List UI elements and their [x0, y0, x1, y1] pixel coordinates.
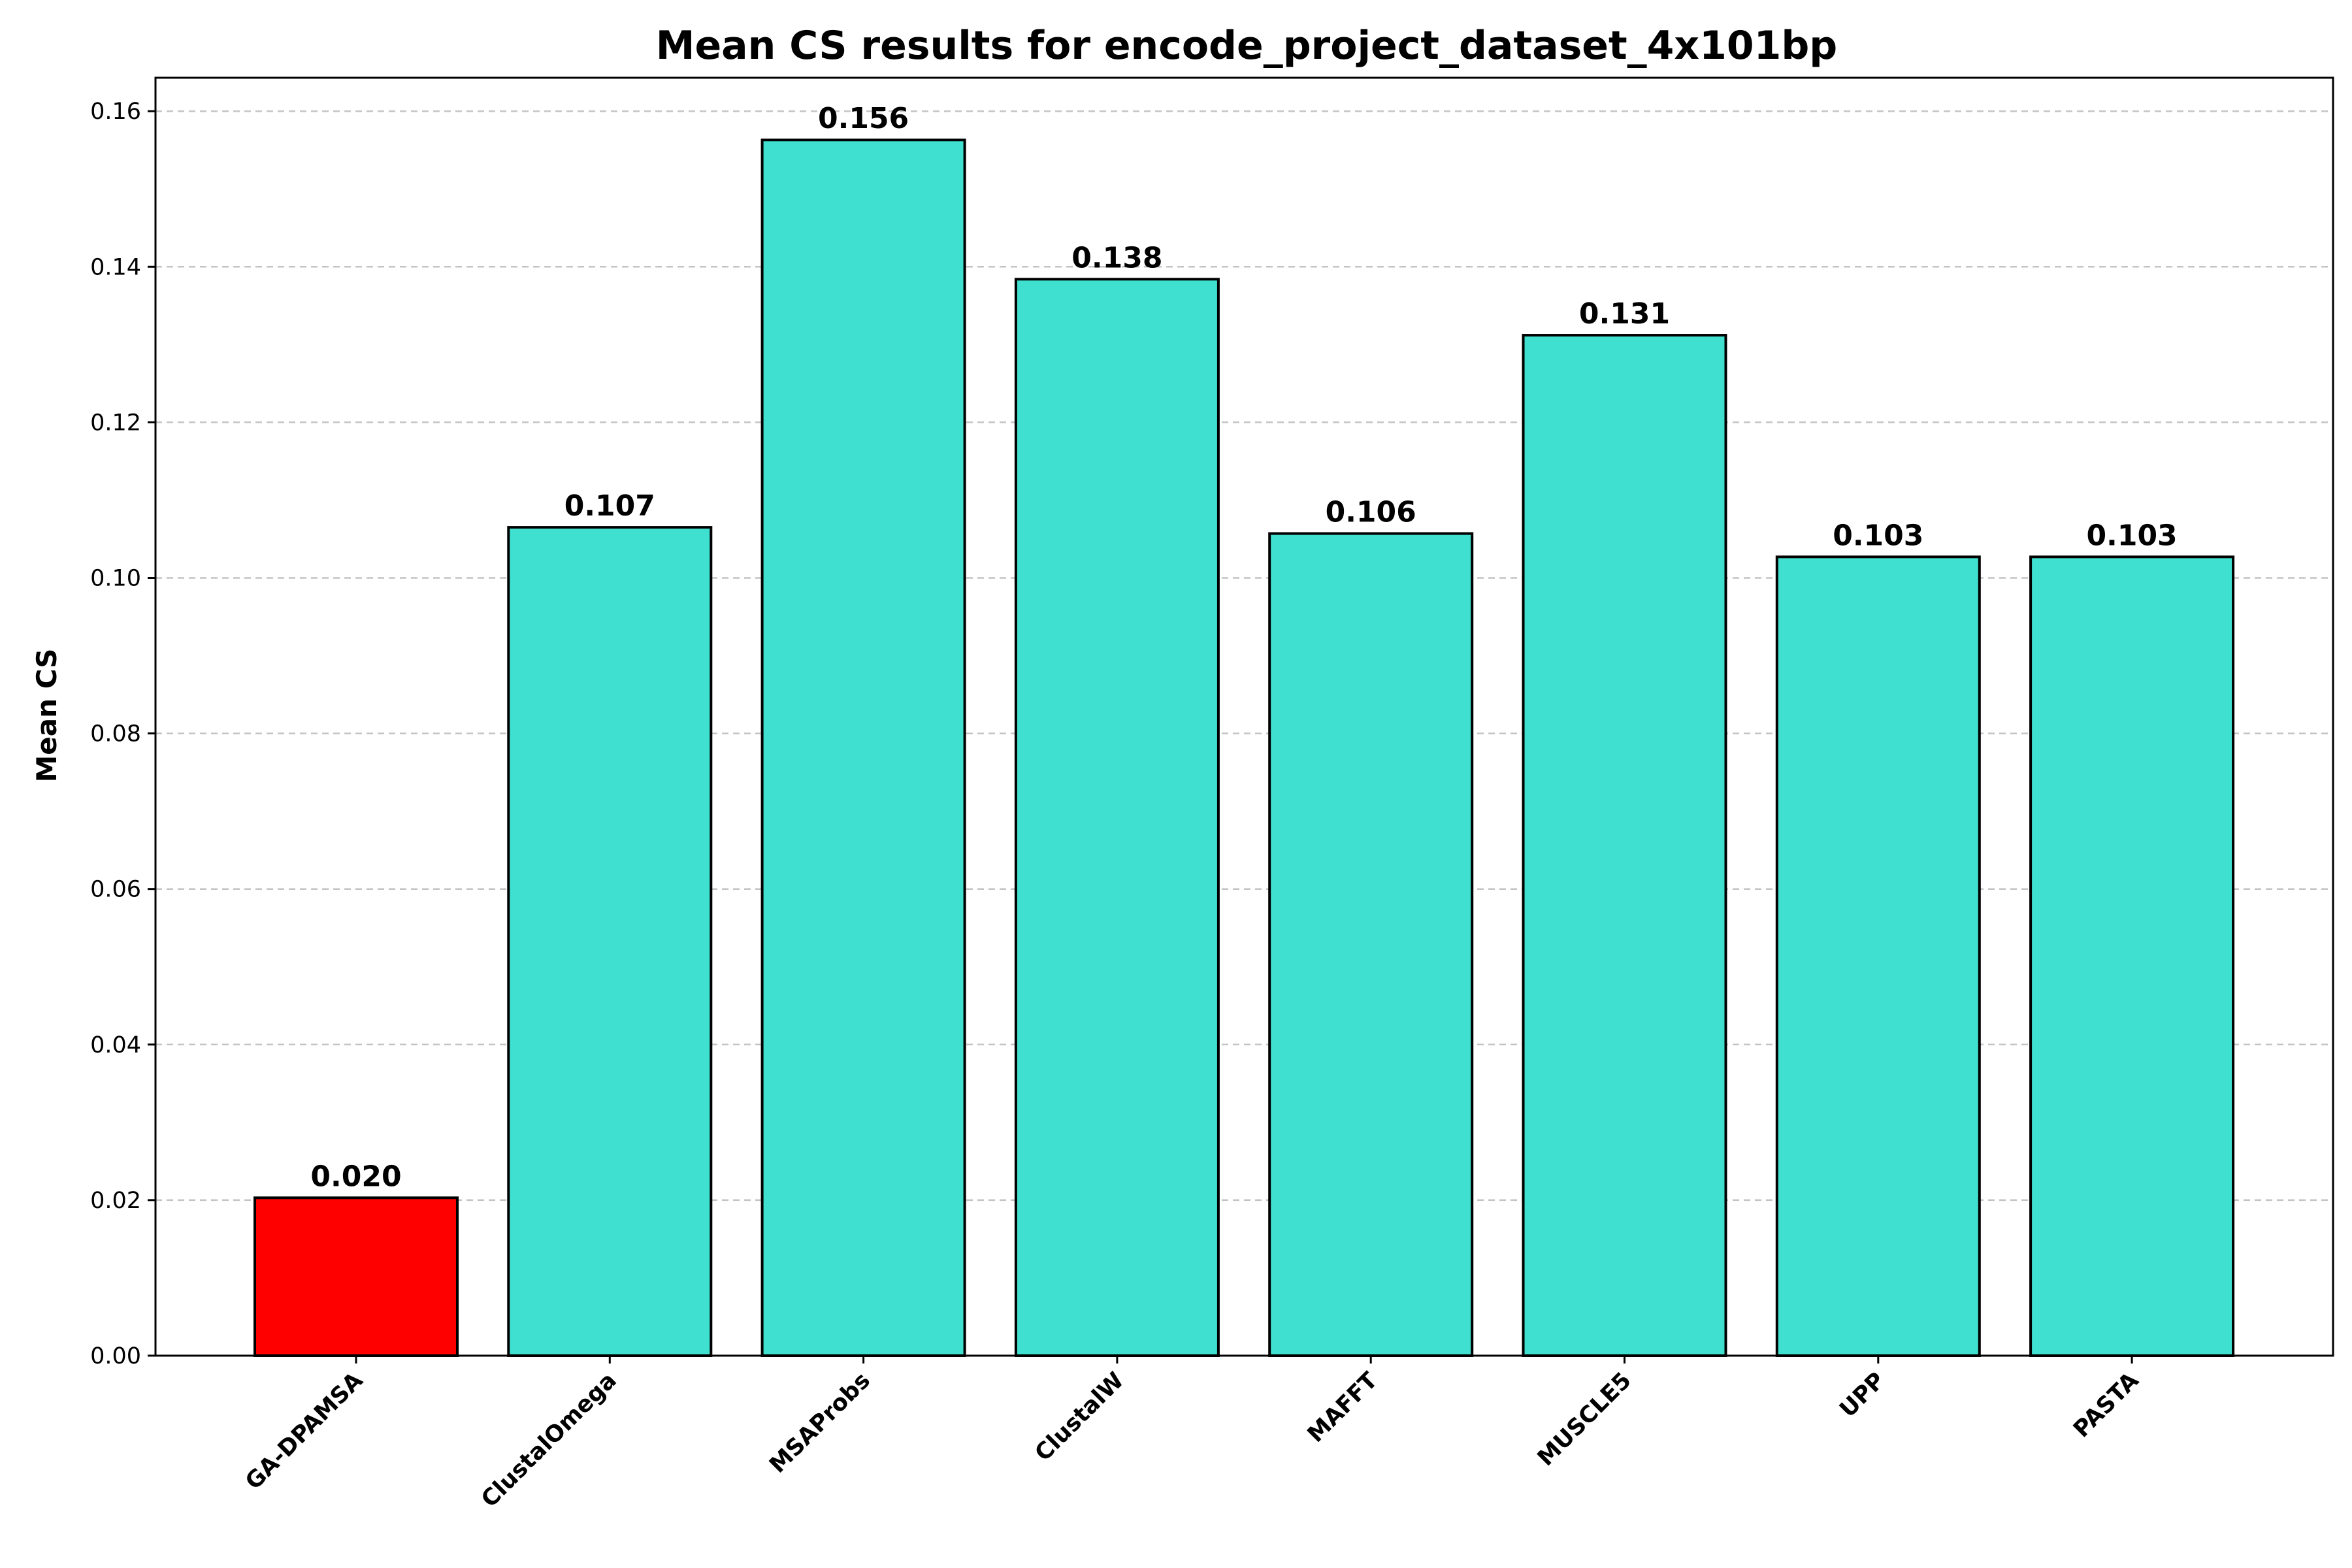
y-tick-label: 0.12 [90, 410, 141, 436]
bar-pasta [2029, 555, 2235, 1357]
y-axis-label: Mean CS [31, 649, 63, 783]
bar-clustalw [1014, 278, 1220, 1358]
y-tick-label: 0.14 [90, 254, 141, 280]
x-tick-label: MAFFT [1303, 1367, 1383, 1448]
data-label: 0.103 [2087, 519, 2178, 552]
bar-muscle5 [1522, 334, 1727, 1357]
x-tick-label: UPP [1835, 1367, 1890, 1423]
x-axis-ticks: GA-DPAMSA ClustalOmega MSAProbs ClustalW MAF… [240, 1356, 2144, 1512]
x-tick-label: ClustalOmega [476, 1367, 621, 1512]
bars [253, 139, 2235, 1358]
data-label: 0.103 [1833, 519, 1923, 552]
y-axis-ticks: 0.00 0.02 0.04 0.06 0.08 0.10 0.12 0.14 0.16 [90, 99, 155, 1369]
x-tick-label: MSAProbs [764, 1367, 875, 1478]
bar-ga-dpamsa [253, 1196, 459, 1357]
x-tick-label: MUSCLE5 [1533, 1367, 1637, 1471]
y-tick-label: 0.02 [90, 1188, 141, 1214]
data-label: 0.020 [310, 1160, 401, 1193]
x-tick-label: ClustalW [1030, 1367, 1130, 1467]
data-label: 0.156 [818, 102, 909, 135]
gridlines [155, 110, 2333, 1201]
bar-clustalomega [507, 526, 713, 1358]
data-label: 0.106 [1326, 496, 1416, 529]
y-tick-label: 0.00 [90, 1343, 141, 1369]
chart-title: Mean CS results for encode_project_datas… [656, 23, 1838, 69]
y-tick-label: 0.08 [90, 721, 141, 747]
y-tick-label: 0.10 [90, 565, 141, 591]
y-tick-label: 0.04 [90, 1032, 141, 1058]
data-labels: 0.020 0.107 0.156 0.138 0.106 0.131 0.103 0.103 [310, 102, 2177, 1193]
x-tick-label: GA-DPAMSA [240, 1367, 368, 1495]
bar-upp [1775, 555, 1981, 1357]
plot-frame [154, 76, 2334, 1357]
y-tick-label: 0.06 [90, 877, 141, 903]
y-tick-label: 0.16 [90, 99, 141, 125]
data-label: 0.107 [564, 489, 655, 523]
data-label: 0.138 [1071, 241, 1162, 274]
data-label: 0.131 [1579, 297, 1670, 331]
bar-msaprobs [760, 139, 966, 1358]
bar-mafft [1268, 532, 1474, 1358]
x-tick-label: PASTA [2068, 1367, 2144, 1443]
